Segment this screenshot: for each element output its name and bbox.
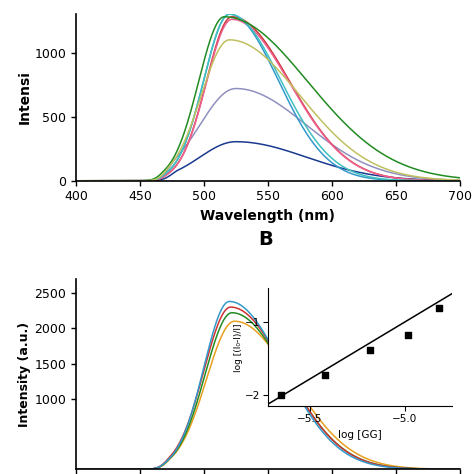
Y-axis label: Intensi: Intensi [18, 71, 31, 125]
X-axis label: Wavelength (nm): Wavelength (nm) [201, 209, 335, 223]
Text: B: B [258, 230, 273, 249]
Y-axis label: Intensity (a.u.): Intensity (a.u.) [18, 321, 31, 427]
